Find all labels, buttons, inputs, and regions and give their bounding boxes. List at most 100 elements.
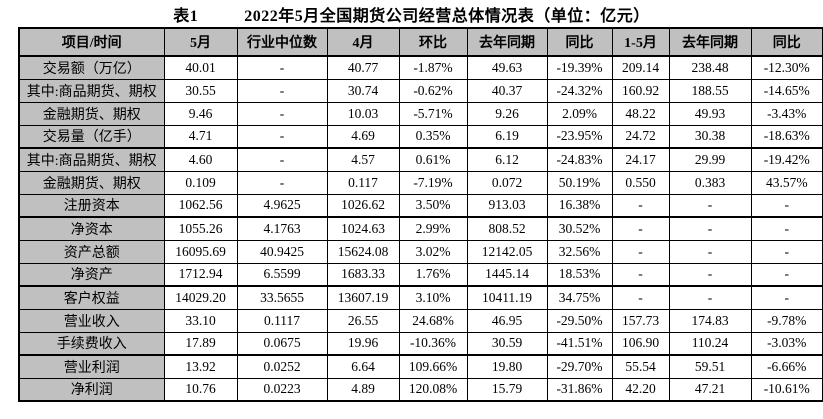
- table-row: 净利润 10.76 0.0223 4.89 120.08% 15.79 -31.86% 42.…: [18, 377, 823, 402]
- header-row: 项目/时间 5月 行业中位数 4月 环比 去年同期 同比 1-5月 去年同期 同比: [18, 27, 823, 57]
- table-number-label: 表1: [173, 7, 199, 25]
- row-label: 营业收入: [18, 308, 165, 333]
- row-label: 注册资本: [18, 193, 165, 218]
- table-cell: 55.54: [611, 354, 670, 379]
- table-row: 交易量（亿手） 4.71-4.69 0.35% 6.19 -23.95% 24.72 30.…: [18, 124, 823, 149]
- table-cell: 47.21: [668, 377, 752, 402]
- table-cell: 4.9625: [236, 193, 328, 218]
- table-cell: 49.93: [668, 101, 752, 126]
- table-cell: 238.48: [668, 55, 752, 80]
- table-cell: 6.5599: [236, 262, 328, 287]
- table-cell: 0.1117: [236, 308, 328, 333]
- table-cell: -: [611, 193, 670, 218]
- table-cell: 40.01: [163, 55, 238, 80]
- table-cell: -: [668, 285, 752, 310]
- table-cell: 30.59: [466, 331, 548, 356]
- table-cell: 110.24: [668, 331, 752, 356]
- table-cell: 1062.56: [163, 193, 238, 218]
- table-row: 金融期货、期权 0.109-0.117 -7.19% 0.072 50.19% 0.550…: [18, 170, 823, 195]
- row-label: 净资产: [18, 262, 165, 287]
- table-cell: 188.55: [668, 78, 752, 103]
- table-cell: 40.37: [466, 78, 548, 103]
- table-cell: -3.03%: [750, 331, 823, 356]
- table-cell: -: [611, 239, 670, 264]
- table-cell: -41.51%: [546, 331, 613, 356]
- table-cell: 9.26: [466, 101, 548, 126]
- table-cell: 26.55: [326, 308, 400, 333]
- table-cell: -: [750, 262, 823, 287]
- table-cell: 0.35%: [398, 124, 468, 149]
- table-cell: 157.73: [611, 308, 670, 333]
- table-cell: 10.76: [163, 377, 238, 402]
- table-cell: 0.383: [668, 170, 752, 195]
- table-row: 净资产 1712.94 6.5599 1683.33 1.76% 1445.14 18.53…: [18, 262, 823, 287]
- row-label: 金融期货、期权: [18, 170, 165, 195]
- table-cell: 40.9425: [236, 239, 328, 264]
- table-cell: 106.90: [611, 331, 670, 356]
- column-header: 1-5月: [611, 27, 670, 57]
- table-cell: 33.5655: [236, 285, 328, 310]
- column-header: 同比: [546, 27, 613, 57]
- table-cell: -: [750, 193, 823, 218]
- table-cell: 0.0252: [236, 354, 328, 379]
- table-cell: -7.19%: [398, 170, 468, 195]
- table-cell: 6.19: [466, 124, 548, 149]
- table-cell: 19.80: [466, 354, 548, 379]
- table-cell: 30.52%: [546, 216, 613, 241]
- table-cell: -10.61%: [750, 377, 823, 402]
- table-cell: 0.109: [163, 170, 238, 195]
- table-cell: -: [236, 170, 328, 195]
- table-cell: 0.072: [466, 170, 548, 195]
- table-cell: 14029.20: [163, 285, 238, 310]
- column-header: 同比: [750, 27, 823, 57]
- table-cell: 6.64: [326, 354, 400, 379]
- table-cell: 120.08%: [398, 377, 468, 402]
- table-cell: 0.0675: [236, 331, 328, 356]
- table-cell: -31.86%: [546, 377, 613, 402]
- table-row: 其中:商品期货、期权 4.60-4.57 0.61% 6.12 -24.83% 24.17…: [18, 147, 823, 172]
- column-header: 行业中位数: [236, 27, 328, 57]
- table-cell: 4.1763: [236, 216, 328, 241]
- row-label: 手续费收入: [18, 331, 165, 356]
- table-cell: 17.89: [163, 331, 238, 356]
- table-cell: -10.36%: [398, 331, 468, 356]
- table-cell: 42.20: [611, 377, 670, 402]
- table-cell: 32.56%: [546, 239, 613, 264]
- table-cell: 1024.63: [326, 216, 400, 241]
- row-label: 其中:商品期货、期权: [18, 147, 165, 172]
- table-cell: 0.117: [326, 170, 400, 195]
- table-cell: 24.72: [611, 124, 670, 149]
- table-cell: 174.83: [668, 308, 752, 333]
- table-cell: 40.77: [326, 55, 400, 80]
- table-cell: 109.66%: [398, 354, 468, 379]
- column-header: 4月: [326, 27, 400, 57]
- table-cell: -9.78%: [750, 308, 823, 333]
- row-label: 金融期货、期权: [18, 101, 165, 126]
- table-cell: 19.96: [326, 331, 400, 356]
- table-cell: 0.0223: [236, 377, 328, 402]
- table-cell: 209.14: [611, 55, 670, 80]
- table-cell: 4.60: [163, 147, 238, 172]
- table-cell: 30.38: [668, 124, 752, 149]
- table-cell: 0.61%: [398, 147, 468, 172]
- table-cell: 50.19%: [546, 170, 613, 195]
- row-label: 净利润: [18, 377, 165, 402]
- table-cell: 16.38%: [546, 193, 613, 218]
- table-cell: -0.62%: [398, 78, 468, 103]
- column-header: 去年同期: [466, 27, 548, 57]
- table-row: 注册资本 1062.56 4.9625 1026.62 3.50% 913.03 16.38…: [18, 193, 823, 218]
- table-cell: 3.10%: [398, 285, 468, 310]
- table-cell: -: [236, 101, 328, 126]
- table-cell: 4.69: [326, 124, 400, 149]
- table-cell: -: [236, 147, 328, 172]
- row-label: 交易额（万亿）: [18, 55, 165, 80]
- table-row: 手续费收入 17.89 0.0675 19.96 -10.36% 30.59 -41.51%…: [18, 331, 823, 356]
- table-cell: 160.92: [611, 78, 670, 103]
- table-row: 客户权益 14029.20 33.5655 13607.19 3.10% 10411.19…: [18, 285, 823, 310]
- table-cell: 49.63: [466, 55, 548, 80]
- table-cell: -29.70%: [546, 354, 613, 379]
- table-cell: -6.66%: [750, 354, 823, 379]
- table-cell: 30.74: [326, 78, 400, 103]
- row-label: 交易量（亿手）: [18, 124, 165, 149]
- table-cell: 1026.62: [326, 193, 400, 218]
